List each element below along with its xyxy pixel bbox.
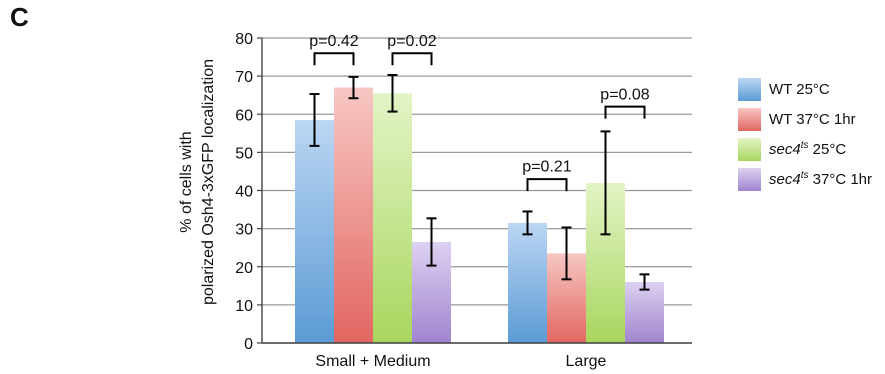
p-value-label: p=0.21	[522, 159, 571, 176]
bars	[295, 87, 664, 343]
y-axis-label-line-1: % of cells with	[178, 131, 195, 232]
y-tick-label: 80	[235, 31, 253, 48]
legend-swatch	[738, 107, 761, 131]
legend-item: WT 37°C 1hr	[738, 104, 872, 134]
axes: 0 10 20 30 40 50 60 70 80 Small + Medium Large	[235, 31, 692, 370]
y-tick-label: 0	[244, 336, 253, 353]
p-value-label: p=0.42	[309, 33, 358, 50]
legend-label: sec4ts 37°C 1hr	[769, 170, 872, 188]
significance-bracket	[313, 52, 355, 66]
legend-swatch	[738, 167, 761, 191]
legend-label: WT 25°C	[769, 80, 830, 98]
x-category-label: Small + Medium	[315, 353, 430, 370]
panel-letter: C	[10, 2, 29, 32]
y-tick-label: 40	[235, 184, 253, 201]
bar	[295, 119, 334, 343]
y-tick-label: 50	[235, 145, 253, 162]
y-tick-label: 60	[235, 107, 253, 124]
y-tick-label: 30	[235, 222, 253, 239]
error-bars	[309, 73, 650, 291]
legend-item: sec4ts 25°C	[738, 134, 872, 164]
significance-bracket	[526, 178, 568, 192]
x-category-label: Large	[566, 353, 607, 370]
significance-bracket	[391, 52, 433, 66]
bar	[508, 222, 547, 343]
p-value-label: p=0.02	[387, 33, 436, 50]
legend: WT 25°C WT 37°C 1hr sec4ts 25°C sec4ts 37°C…	[738, 74, 872, 194]
legend-swatch	[738, 77, 761, 101]
legend-label: WT 37°C 1hr	[769, 110, 856, 128]
bar	[334, 87, 373, 343]
y-axis-label-line-2: polarized Osh4-3xGFP localization	[200, 59, 217, 305]
bar	[373, 93, 412, 343]
bar	[625, 282, 664, 343]
legend-item: sec4ts 37°C 1hr	[738, 164, 872, 194]
y-tick-label: 10	[235, 298, 253, 315]
y-tick-label: 70	[235, 69, 253, 86]
significance-bracket	[604, 105, 646, 119]
p-value-label: p=0.08	[600, 86, 649, 103]
legend-item: WT 25°C	[738, 74, 872, 104]
y-tick-label: 20	[235, 260, 253, 277]
legend-label: sec4ts 25°C	[769, 140, 847, 158]
legend-swatch	[738, 137, 761, 161]
significance-annotations: p=0.42 p=0.02 p=0.21 p=0.08	[309, 33, 650, 192]
